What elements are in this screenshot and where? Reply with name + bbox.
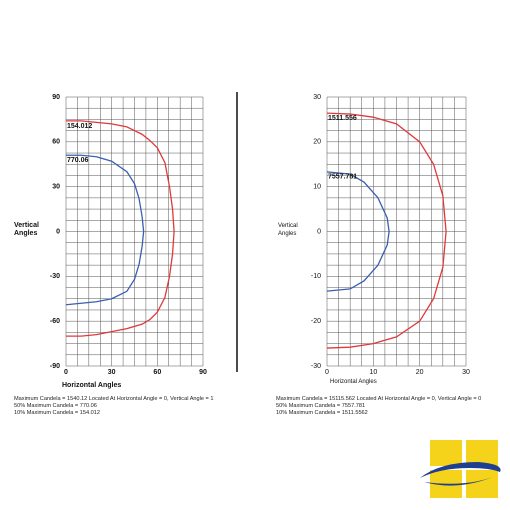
footnote: 50% Maximum Candela = 7557.781: [276, 403, 366, 409]
x-tick-label: 60: [153, 369, 161, 376]
y-tick-label: 60: [52, 139, 60, 146]
y-tick-label: 0: [317, 228, 321, 235]
x-axis-label: Horizontal Angles: [62, 382, 122, 389]
y-tick-label: 90: [52, 94, 60, 101]
x-tick-label: 0: [325, 369, 329, 376]
contour-line: [326, 112, 447, 349]
y-tick-label: 10: [313, 184, 321, 191]
y-tick-label: -10: [311, 273, 321, 280]
y-tick-label: 30: [313, 94, 321, 101]
contour-line: [326, 171, 390, 292]
y-axis-label: Vertical Angles: [278, 223, 298, 237]
y-tick-label: -30: [50, 273, 60, 280]
y-tick-label: -30: [311, 363, 321, 370]
logo: [420, 440, 501, 498]
contour-label: 770.06: [67, 157, 89, 164]
footnote: Maximum Candela = 15115.562 Located At H…: [276, 396, 482, 402]
footnote: 10% Maximum Candela = 154.012: [14, 410, 100, 416]
contour-label: 1511.556: [328, 115, 357, 122]
contour-line: [66, 120, 175, 337]
y-tick-label: 0: [56, 228, 60, 235]
y-tick-label: -60: [50, 318, 60, 325]
y-tick-label: -90: [50, 363, 60, 370]
footnote: Maximum Candela = 1540.12 Located At Hor…: [14, 396, 214, 402]
y-axis-label: Vertical Angles: [14, 222, 39, 237]
x-tick-label: 20: [416, 369, 424, 376]
x-tick-label: 0: [64, 369, 68, 376]
footnote: 10% Maximum Candela = 1511.5562: [276, 410, 368, 416]
y-tick-label: -20: [311, 318, 321, 325]
x-tick-label: 10: [369, 369, 377, 376]
y-tick-label: 30: [52, 184, 60, 191]
y-tick-label: 20: [313, 139, 321, 146]
contour-line: [65, 154, 145, 306]
x-tick-label: 90: [199, 369, 207, 376]
x-tick-label: 30: [462, 369, 470, 376]
contour-label: 7557.781: [328, 174, 357, 181]
x-tick-label: 30: [108, 369, 116, 376]
x-axis-label: Horizontal Angles: [330, 379, 377, 385]
contour-label: 154.012: [67, 123, 92, 130]
footnote: 50% Maximum Candela = 770.06: [14, 403, 97, 409]
